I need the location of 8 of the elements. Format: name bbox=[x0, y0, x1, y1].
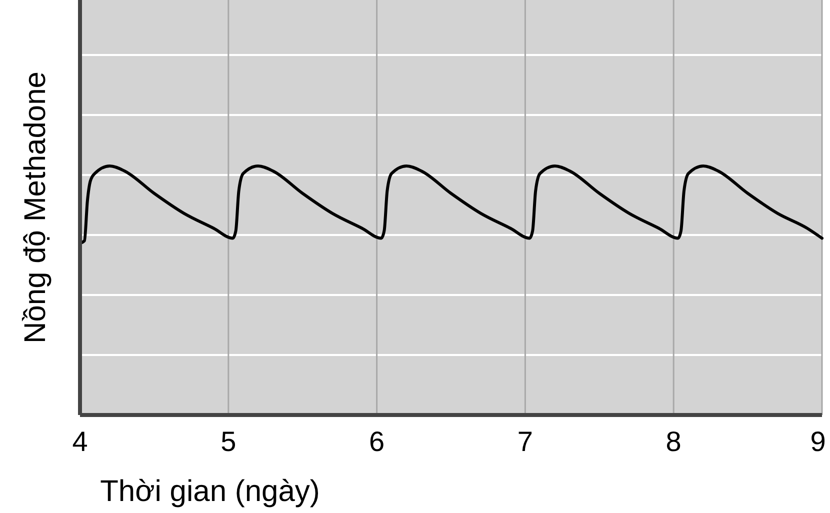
x-tick-label: 8 bbox=[666, 426, 682, 457]
y-axis-title: Nồng độ Methadone bbox=[19, 72, 52, 344]
x-tick-label: 4 bbox=[72, 426, 88, 457]
x-tick-label: 9 bbox=[810, 426, 826, 457]
x-tick-label: 6 bbox=[369, 426, 385, 457]
x-tick-label: 5 bbox=[220, 426, 236, 457]
x-axis-title: Thời gian (ngày) bbox=[100, 475, 320, 508]
x-tick-label: 7 bbox=[517, 426, 533, 457]
